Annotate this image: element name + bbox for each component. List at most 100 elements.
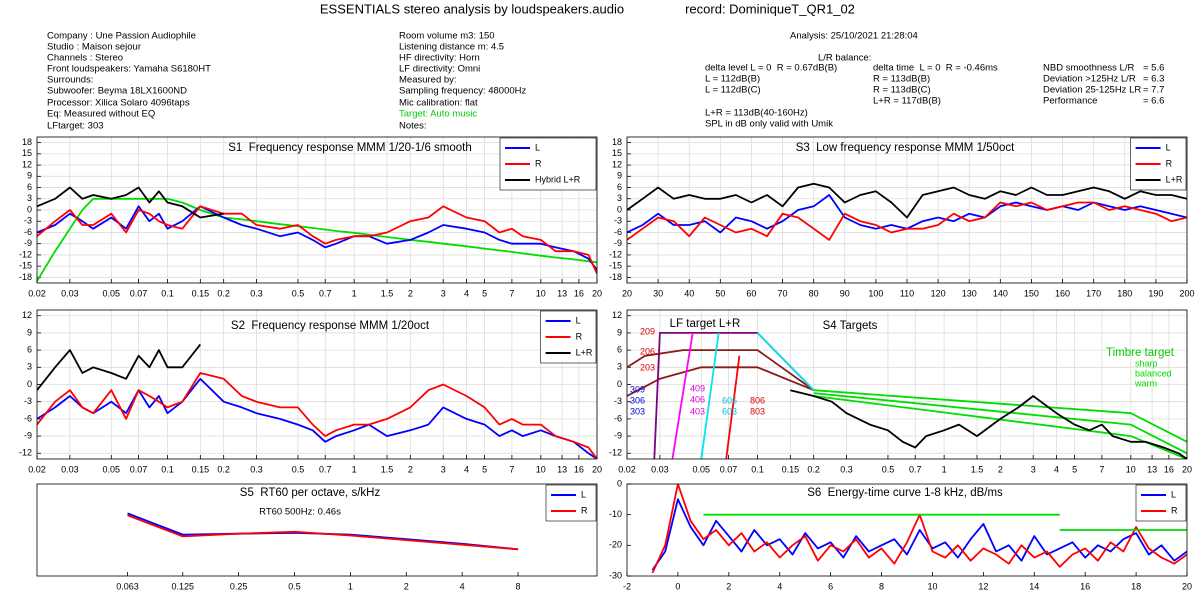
- metric-name: Deviation 25-125Hz LR: [1043, 85, 1141, 96]
- info: Eq: Measured without EQ: [47, 109, 155, 120]
- x-tick-label: 10: [1126, 464, 1136, 474]
- x-tick-label: 130: [962, 288, 977, 298]
- info: LFtarget: 303: [47, 121, 104, 132]
- legend-label: R: [535, 158, 542, 168]
- y-tick-label: -9: [614, 238, 622, 248]
- x-tick-label: 0.07: [130, 464, 148, 474]
- target-code: 206: [640, 346, 655, 356]
- balance: L+R = 117dB(B): [873, 96, 941, 107]
- x-tick-label: 2: [726, 581, 731, 591]
- y-tick-label: 3: [27, 193, 32, 203]
- balance: R = 113dB(B): [873, 74, 930, 85]
- x-tick-label: 2: [404, 581, 409, 591]
- y-tick-label: 15: [612, 148, 622, 158]
- info-column-2: Room volume m3: 150 Listening distance m…: [399, 31, 527, 132]
- info: Sampling frequency: 48000Hz: [399, 86, 527, 97]
- y-tick-label: -3: [24, 396, 32, 406]
- x-tick-label: 1: [942, 464, 947, 474]
- balance: delta time L = 0 R = -0.46ms: [873, 63, 998, 74]
- x-tick-label: 0.2: [217, 288, 230, 298]
- x-tick-label: 1.5: [381, 288, 394, 298]
- legend-label: R: [581, 505, 588, 515]
- info: Listening distance m: 4.5: [399, 42, 504, 53]
- series-line: [725, 355, 741, 459]
- legend-label: R: [1166, 158, 1173, 168]
- x-tick-label: 0.02: [28, 464, 46, 474]
- x-tick-label: 0.15: [782, 464, 800, 474]
- series-line: [37, 377, 597, 459]
- series-line: [627, 182, 1187, 219]
- target-code: 309: [630, 384, 645, 394]
- legend: LR L+R: [1130, 137, 1187, 191]
- legend-label: Hybrid L+R: [535, 174, 581, 184]
- x-tick-label: 14: [1029, 581, 1039, 591]
- y-tick-label: -18: [609, 272, 622, 282]
- x-tick-label: 4: [460, 581, 465, 591]
- x-tick-label: 5: [482, 288, 487, 298]
- target-code: 606: [722, 395, 737, 405]
- report-title: ESSENTIALS stereo analysis by loudspeake…: [320, 1, 624, 16]
- x-tick-label: 0.25: [230, 581, 248, 591]
- x-tick-label: 1.5: [381, 464, 394, 474]
- x-tick-label: 0.15: [192, 464, 210, 474]
- y-tick-label: 18: [22, 137, 32, 147]
- y-tick-label: -12: [19, 448, 32, 458]
- metric-name: Performance: [1043, 96, 1097, 107]
- series-line: [627, 366, 815, 397]
- metric-value: = 5.6: [1143, 63, 1164, 74]
- metric-name: Deviation >125Hz L/R: [1043, 74, 1136, 85]
- y-tick-label: 15: [22, 148, 32, 158]
- x-tick-label: 0.1: [161, 464, 174, 474]
- y-tick-label: 12: [612, 159, 622, 169]
- series-line: [813, 395, 1187, 459]
- x-tick-label: 20: [1182, 464, 1192, 474]
- y-tick-label: -20: [609, 540, 622, 550]
- balance: delta level L = 0 R = 0.67dB(B): [705, 63, 837, 74]
- legend-box: [1135, 484, 1187, 522]
- record-name: record: DominiqueT_QR1_02: [685, 1, 855, 16]
- y-tick-label: 3: [617, 362, 622, 372]
- plot-frame: [36, 136, 598, 284]
- metric-value: = 6.6: [1143, 96, 1164, 107]
- target-code: 303: [630, 406, 645, 416]
- series-line: [700, 332, 720, 459]
- x-tick-label: 0.5: [292, 464, 305, 474]
- y-tick-label: -3: [614, 216, 622, 226]
- plot-area: [651, 484, 1187, 574]
- y-tick-label: 9: [27, 171, 32, 181]
- target-code: 403: [690, 406, 705, 416]
- x-tick-label: 12: [978, 581, 988, 591]
- x-tick-label: 0.5: [292, 288, 305, 298]
- info: Notes:: [399, 121, 426, 132]
- target-code: 406: [690, 394, 705, 404]
- series-line: [651, 498, 1187, 571]
- chart-title: S4 Targets: [823, 320, 878, 332]
- x-tick-label: 7: [509, 464, 514, 474]
- x-tick-label: 180: [1117, 288, 1132, 298]
- target-code: 409: [690, 383, 705, 393]
- info-column-1: Company : Une Passion Audiophile Studio …: [47, 31, 211, 132]
- x-tick-label: 0.3: [840, 464, 853, 474]
- series-line: [127, 514, 519, 551]
- series-line: [627, 201, 1187, 241]
- y-tick-label: 12: [612, 310, 622, 320]
- y-tick-label: 0: [617, 478, 622, 488]
- x-tick-label: 0.063: [116, 581, 139, 591]
- lf-target-label: LF target L+R: [670, 318, 741, 330]
- x-tick-label: 16: [574, 464, 584, 474]
- y-tick-label: 0: [27, 379, 32, 389]
- info: Room volume m3: 150: [399, 31, 495, 42]
- y-tick-label: -12: [609, 448, 622, 458]
- x-tick-label: 2: [998, 464, 1003, 474]
- x-tick-label: 2: [408, 464, 413, 474]
- y-tick-label: 6: [27, 344, 32, 354]
- x-tick-label: 200: [1179, 288, 1194, 298]
- series-line: [671, 332, 694, 459]
- x-tick-label: 0.05: [103, 288, 121, 298]
- chart-title: S1 Frequency response MMM 1/20-1/6 smoot…: [228, 142, 472, 154]
- x-tick-label: 0.7: [319, 464, 332, 474]
- info: Front loudspeakers: Yamaha S6180HT: [47, 64, 211, 75]
- x-tick-label: 20: [1182, 581, 1192, 591]
- x-tick-label: 0.2: [217, 464, 230, 474]
